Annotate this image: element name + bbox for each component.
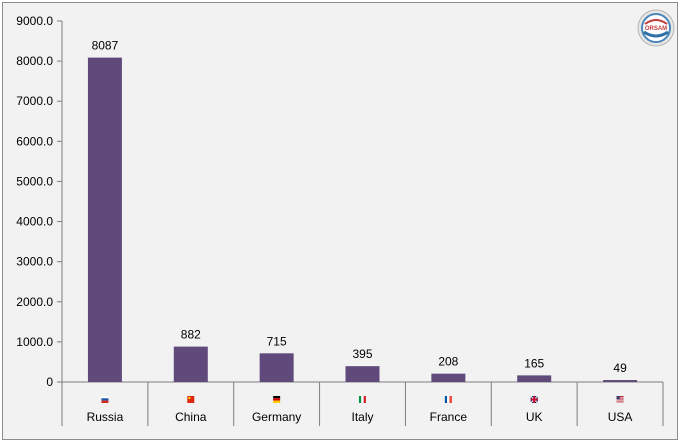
y-tick-label: 9000.0 xyxy=(16,14,53,28)
y-tick-label: 6000.0 xyxy=(16,134,53,148)
x-label-germany: Germany xyxy=(252,410,301,424)
france-flag-icon xyxy=(444,396,452,403)
x-axis-labels: Russia China Germany Italy France UK USA xyxy=(87,410,633,424)
bar-russia xyxy=(87,57,122,382)
x-label-usa: USA xyxy=(608,410,633,424)
x-label-russia: Russia xyxy=(87,410,124,424)
y-tick-label: 0 xyxy=(46,375,53,389)
bar-china xyxy=(173,346,208,382)
bar-germany xyxy=(259,353,294,382)
usa-flag-icon xyxy=(616,396,624,403)
x-label-china: China xyxy=(175,410,207,424)
x-label-italy: Italy xyxy=(351,410,373,424)
russia-flag-icon xyxy=(101,396,109,403)
data-label-china: 882 xyxy=(181,328,201,342)
bars xyxy=(87,57,638,382)
logo-text: ORSAM xyxy=(645,26,667,32)
data-label-germany: 715 xyxy=(267,334,287,348)
y-tick-label: 5000.0 xyxy=(16,174,53,188)
data-label-uk: 165 xyxy=(524,356,544,370)
germany-flag-icon xyxy=(273,396,281,403)
data-label-russia: 8087 xyxy=(92,39,119,53)
x-label-uk: UK xyxy=(526,410,543,424)
data-label-usa: 49 xyxy=(613,361,627,375)
x-label-france: France xyxy=(430,410,468,424)
bar-italy xyxy=(345,366,380,382)
bar-france xyxy=(431,373,466,382)
chart-axes xyxy=(61,21,664,426)
y-tick-label: 8000.0 xyxy=(16,54,53,68)
bar-uk xyxy=(517,375,552,382)
uk-flag-icon xyxy=(530,395,539,404)
orsam-logo: ORSAM xyxy=(637,9,675,47)
data-label-italy: 395 xyxy=(352,347,372,361)
china-flag-icon xyxy=(187,396,195,403)
y-tick-label: 3000.0 xyxy=(16,255,53,269)
data-label-france: 208 xyxy=(438,355,458,369)
y-tick-label: 1000.0 xyxy=(16,335,53,349)
y-axis-ticks: 0 1000.0 2000.0 3000.0 4000.0 5000.0 6000.0 700… xyxy=(16,14,62,389)
italy-flag-icon xyxy=(359,396,366,403)
y-tick-label: 4000.0 xyxy=(16,215,53,229)
y-tick-label: 2000.0 xyxy=(16,295,53,309)
data-labels: 8087 882 715 395 208 165 49 xyxy=(92,39,627,375)
bar-usa xyxy=(603,380,638,382)
y-tick-label: 7000.0 xyxy=(16,94,53,108)
flag-icons xyxy=(101,395,624,404)
